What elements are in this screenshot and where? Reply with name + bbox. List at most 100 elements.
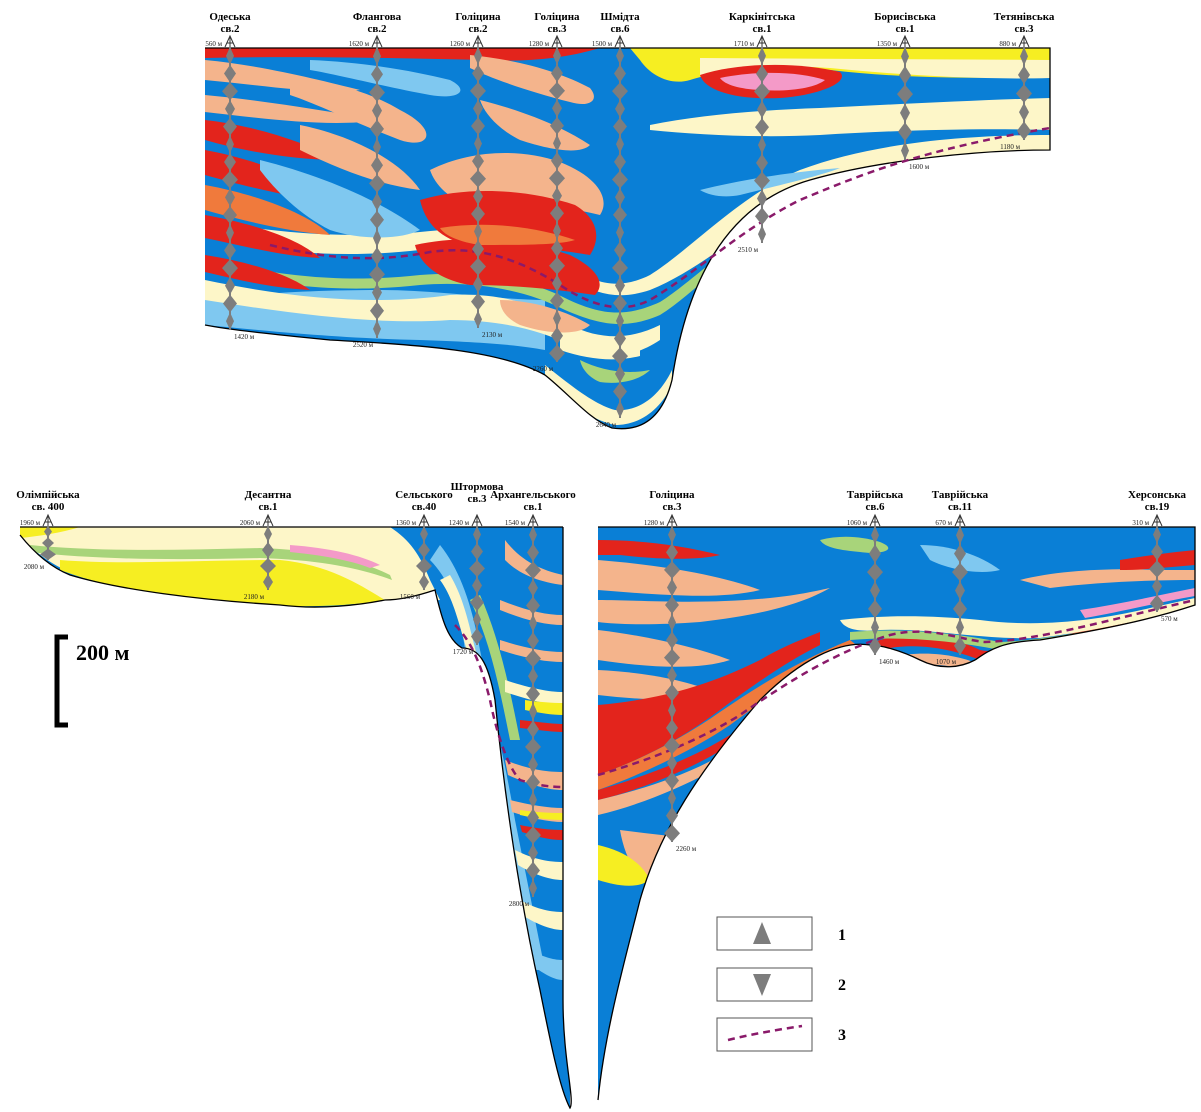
legend-num-2: 2 — [838, 977, 846, 994]
well-top-depth: 880 м — [999, 40, 1016, 48]
well-derrick-icon — [954, 513, 966, 527]
light-blue-streak — [700, 168, 840, 197]
well-shaft — [549, 47, 565, 362]
well-shaft — [612, 47, 628, 418]
well-number: св.1 — [895, 23, 914, 35]
red-top-band — [205, 48, 600, 61]
well-derrick-icon — [1151, 513, 1163, 527]
well-shaft — [952, 526, 968, 655]
well-top-depth: 1960 м — [20, 519, 41, 527]
legend-num-1: 1 — [838, 927, 846, 944]
bottom-left-outline — [19, 526, 572, 1110]
well-number: св.3 — [662, 501, 682, 513]
well-bottom-depth: 1180 м — [1000, 143, 1020, 151]
well-bottom-depth: 2510 м — [738, 246, 759, 254]
well-bottom-depth: 2640 м — [596, 421, 617, 429]
well-number: св.1 — [752, 23, 771, 35]
red-thick-band — [598, 632, 820, 775]
well-name: Голіцина — [455, 11, 501, 23]
well-top-depth: 1360 м — [396, 519, 417, 527]
cream-top-band — [700, 58, 1050, 79]
well-number: св.1 — [258, 501, 277, 513]
well-bottom-depth: 2080 м — [24, 563, 45, 571]
green-layer — [205, 162, 1050, 325]
well-bottom-depth: 1420 м — [234, 333, 255, 341]
well-derrick-icon — [418, 513, 430, 527]
well-name: Сельського — [395, 489, 453, 501]
well-top-depth: 1280 м — [529, 40, 550, 48]
well-name: Таврійська — [932, 489, 989, 501]
well-name: Тетянівська — [994, 11, 1055, 23]
pink-lens — [720, 72, 825, 91]
well-derrick-icon — [371, 34, 383, 48]
green-band-left — [30, 545, 392, 580]
peach-lens-right-2 — [598, 630, 730, 667]
well-bottom-depth: 2520 м — [353, 341, 374, 349]
legend-arrow-up-icon — [753, 922, 771, 944]
well-number: св.6 — [865, 501, 885, 513]
well-derrick-icon — [666, 513, 678, 527]
green-top-lens — [820, 536, 889, 553]
well-top-depth: 1710 м — [734, 40, 755, 48]
top-section-outline — [204, 47, 1051, 430]
orange-lens-1 — [440, 224, 575, 245]
scale-bar: 200 м — [54, 634, 130, 728]
well-top-depth: 670 м — [935, 519, 952, 527]
peach-regional-band — [598, 653, 980, 815]
cream-layer-3 — [545, 365, 672, 425]
well-shaft — [260, 526, 276, 590]
well-name: Одеська — [209, 11, 251, 23]
green-lens-bottom — [580, 360, 650, 383]
red-top-right — [598, 540, 720, 559]
dashed-horizon-line-bottom-right — [597, 598, 1196, 777]
legend-dashed-line-icon — [727, 1024, 803, 1042]
well-number: св.1 — [523, 501, 542, 513]
orange-wedge-1 — [205, 185, 330, 235]
well-name: Олімпійська — [16, 489, 80, 501]
well-shaft — [469, 526, 485, 645]
dashed-horizon-line-top — [269, 126, 1051, 309]
cream-layer-2 — [205, 280, 660, 356]
well-derrick-icon — [471, 513, 483, 527]
pink-regional-band — [1080, 588, 1195, 618]
well-top-depth: 1620 м — [349, 40, 370, 48]
cream-regional-band — [840, 598, 1195, 639]
legend-arrow-down-icon — [753, 974, 771, 996]
well-number: св.3 — [547, 23, 567, 35]
well-name: Шмідта — [600, 11, 640, 23]
well-shaft — [222, 47, 238, 330]
well-top-depth: 1060 м — [847, 519, 868, 527]
well-number: св.2 — [367, 23, 387, 35]
peach-wedge-2 — [205, 95, 380, 123]
peach-right-2 — [500, 600, 563, 625]
light-blue-lens-1 — [310, 60, 461, 97]
well-bottom-depth: 2800 м — [509, 900, 530, 908]
red-right-2 — [520, 825, 563, 840]
pink-band-left — [290, 545, 380, 568]
well-shaft — [369, 47, 385, 338]
well-number: св.2 — [220, 23, 240, 35]
well-number: св.3 — [1014, 23, 1034, 35]
well-top-depth: 1500 м — [592, 40, 613, 48]
well-derrick-icon — [899, 34, 911, 48]
peach-right-end — [1020, 569, 1195, 588]
well-number: св.19 — [1145, 501, 1170, 513]
well-name: Борисівська — [874, 11, 936, 23]
peach-top-right — [598, 560, 760, 596]
well-derrick-icon — [42, 513, 54, 527]
green-trough — [470, 595, 520, 740]
well-derrick-icon — [527, 513, 539, 527]
